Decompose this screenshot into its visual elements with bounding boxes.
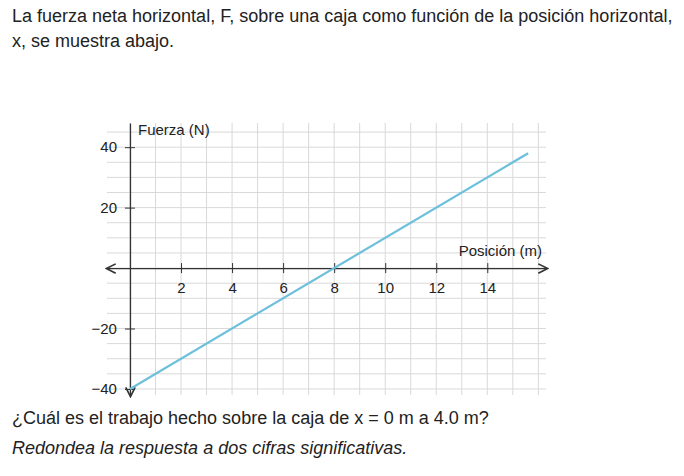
- tick-mark: [436, 263, 437, 273]
- tick-mark: [487, 263, 488, 273]
- tick-label: −40: [92, 380, 117, 397]
- tick-mark: [181, 263, 182, 273]
- minor-grid-line: [107, 177, 546, 178]
- tick: 40: [100, 138, 135, 155]
- tick: −20: [92, 320, 135, 337]
- question: ¿Cuál es el trabajo hecho sobre la caja …: [12, 406, 676, 431]
- minor-grid-line: [257, 123, 258, 395]
- minor-grid-line: [359, 123, 360, 395]
- tick-mark: [125, 389, 135, 390]
- minor-grid-line: [107, 343, 546, 344]
- tick-label: 14: [479, 279, 496, 296]
- tick: −40: [92, 380, 135, 397]
- axis-line: [108, 268, 547, 269]
- intro: La fuerza neta horizontal, F, sobre una …: [12, 4, 676, 54]
- tick-mark: [125, 147, 135, 148]
- minor-grid-line: [107, 162, 546, 163]
- force-line: [130, 153, 528, 389]
- grid-line: [385, 123, 386, 395]
- tick-label: 10: [377, 279, 394, 296]
- tick-label: 8: [330, 279, 338, 296]
- tick-mark: [125, 208, 135, 209]
- y-axis-title: Fuerza (N): [138, 121, 210, 138]
- grid-line: [334, 123, 335, 395]
- axis-line: [130, 124, 131, 396]
- minor-grid-line: [107, 358, 546, 359]
- minor-grid-line: [410, 123, 411, 395]
- minor-grid-line: [107, 298, 546, 299]
- tick-label: 2: [177, 279, 185, 296]
- tick-label: 40: [100, 138, 117, 155]
- y-axis: −40 −20 20 40: [92, 124, 135, 398]
- tick-mark: [125, 329, 135, 330]
- grid-line: [107, 207, 546, 208]
- grid-line: [283, 123, 284, 395]
- tick-mark: [283, 263, 284, 273]
- grid-line: [107, 388, 546, 389]
- tick: 20: [100, 199, 135, 216]
- instruction: Redondea la respuesta a dos cifras signi…: [12, 436, 676, 461]
- tick: 6: [279, 263, 287, 296]
- grid-line: [436, 123, 437, 395]
- chart: 2 4 6 8 10 12 14 −40 −20 20 40 Fuerza (N) Posición (…: [0, 0, 684, 476]
- grid-line: [107, 147, 546, 148]
- grid-line: [107, 328, 546, 329]
- tick: 10: [377, 263, 394, 296]
- tick-label: 12: [428, 279, 445, 296]
- tick: 2: [177, 263, 185, 296]
- grid-line: [181, 123, 182, 395]
- minor-grid-line: [107, 268, 546, 269]
- tick-label: 4: [228, 279, 236, 296]
- x-axis: 2 4 6 8 10 12 14: [108, 263, 547, 296]
- minor-grid-line: [107, 237, 546, 238]
- tick: 14: [479, 263, 496, 296]
- minor-grid-line: [206, 123, 207, 395]
- tick: 12: [428, 263, 445, 296]
- plot-area: [130, 153, 528, 389]
- minor-grid-line: [155, 123, 156, 395]
- tick-mark: [385, 263, 386, 273]
- minor-grid-line: [107, 222, 546, 223]
- tick-label: 6: [279, 279, 287, 296]
- x-axis-title: Posición (m): [459, 242, 542, 259]
- grid-line: [232, 123, 233, 395]
- minor-grid-line: [107, 192, 546, 193]
- minor-grid-line: [308, 123, 309, 395]
- tick-label: −20: [92, 320, 117, 337]
- tick-label: 20: [100, 199, 117, 216]
- tick-mark: [232, 263, 233, 273]
- minor-grid-line: [129, 123, 130, 395]
- minor-grid-line: [107, 373, 546, 374]
- minor-grid-line: [107, 313, 546, 314]
- grid: [107, 123, 546, 395]
- tick: 4: [228, 263, 236, 296]
